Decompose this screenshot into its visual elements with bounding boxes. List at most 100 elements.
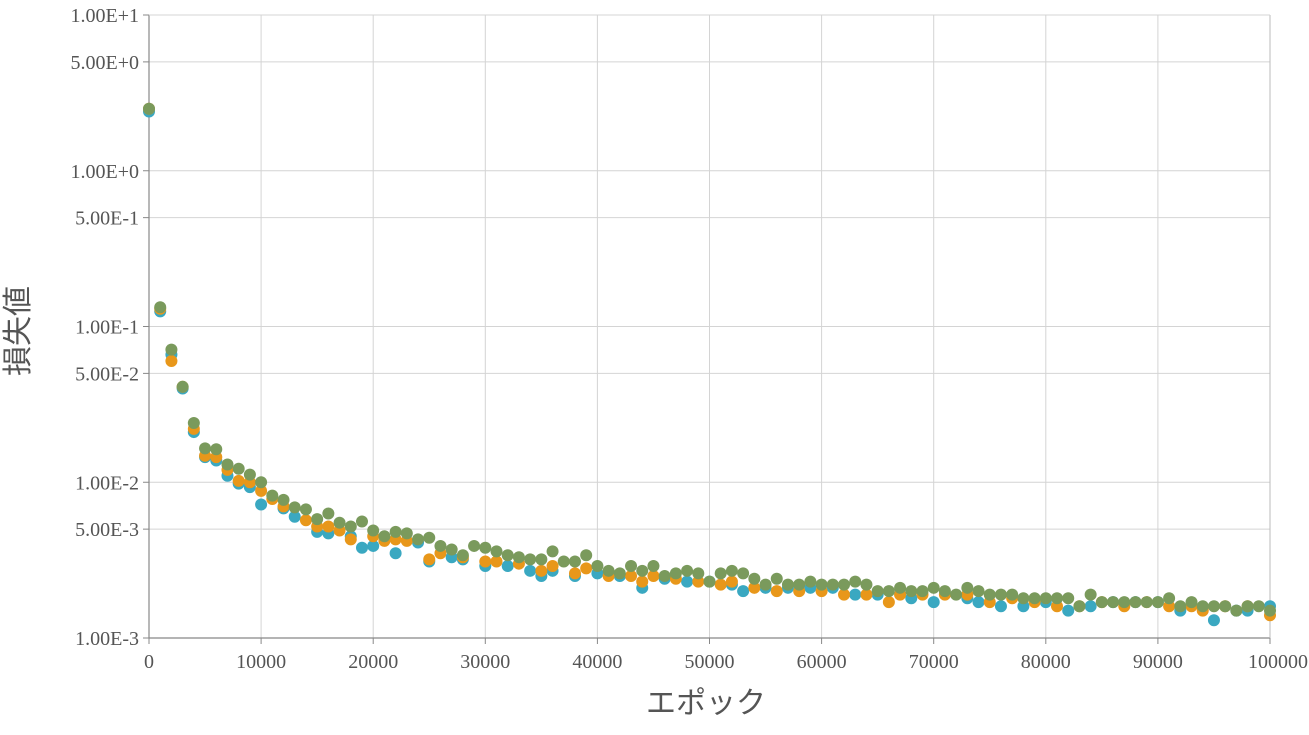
data-point — [882, 585, 895, 598]
data-point — [602, 564, 615, 577]
data-point — [456, 549, 469, 562]
y-tick-label: 1.00E-3 — [75, 628, 139, 650]
data-point — [355, 515, 368, 528]
data-point — [535, 564, 548, 577]
data-point — [1073, 600, 1086, 613]
data-point — [221, 458, 234, 471]
data-point — [199, 442, 212, 455]
data-point — [434, 539, 447, 552]
data-point — [501, 559, 514, 572]
data-point — [983, 588, 996, 601]
data-point — [647, 559, 660, 572]
data-point — [748, 572, 761, 585]
data-point — [692, 567, 705, 580]
data-point — [950, 588, 963, 601]
data-point — [1028, 592, 1041, 605]
data-point — [804, 575, 817, 588]
data-point — [882, 596, 895, 609]
x-tick-label: 40000 — [572, 651, 622, 673]
data-point — [1219, 600, 1232, 613]
data-point — [535, 553, 548, 566]
data-point — [905, 585, 918, 598]
data-point — [714, 567, 727, 580]
x-tick-label: 90000 — [1133, 651, 1183, 673]
data-point — [972, 585, 985, 598]
y-tick-label: 1.00E+0 — [71, 161, 140, 183]
data-point — [1039, 592, 1052, 605]
data-point — [143, 102, 155, 115]
data-point — [490, 545, 503, 558]
data-point — [1017, 592, 1030, 605]
data-point — [860, 578, 873, 591]
data-point — [389, 525, 402, 538]
data-point — [165, 355, 178, 368]
data-point — [479, 541, 492, 554]
data-point — [994, 600, 1007, 613]
data-point — [871, 585, 884, 598]
data-point — [412, 533, 425, 546]
data-point — [266, 489, 279, 502]
data-point — [725, 575, 738, 588]
data-point — [367, 539, 380, 552]
series-3 — [143, 102, 1276, 617]
data-point — [546, 559, 559, 572]
data-point — [860, 588, 873, 601]
data-point — [232, 462, 245, 475]
data-point — [681, 564, 694, 577]
x-tick-label: 80000 — [1021, 651, 1071, 673]
data-point — [389, 547, 402, 560]
x-tick-label: 20000 — [348, 651, 398, 673]
data-point — [591, 559, 604, 572]
data-point — [501, 549, 514, 562]
data-point — [838, 588, 851, 601]
data-point — [333, 516, 346, 529]
data-point — [524, 553, 537, 566]
data-point — [1129, 596, 1142, 609]
data-point — [154, 301, 167, 314]
data-point — [894, 581, 907, 594]
data-point — [311, 513, 324, 526]
data-point — [176, 380, 189, 393]
data-point — [1006, 588, 1019, 601]
data-point — [759, 578, 772, 591]
x-tick-labels: 0 10000 20000 30000 40000 50000 60000 70000 8000… — [144, 651, 1308, 673]
data-point — [1196, 600, 1209, 613]
data-point — [1051, 592, 1064, 605]
data-point — [793, 578, 806, 591]
data-point — [669, 567, 682, 580]
data-point — [299, 514, 312, 527]
data-point — [1163, 592, 1176, 605]
data-point — [288, 510, 301, 523]
data-point — [1185, 596, 1198, 609]
data-point — [322, 520, 335, 533]
data-point — [1252, 600, 1265, 613]
data-point — [938, 585, 951, 598]
data-point — [636, 564, 649, 577]
y-tick-label: 1.00E-2 — [75, 472, 139, 494]
x-tick-label: 60000 — [797, 651, 847, 673]
data-point — [512, 551, 525, 564]
data-point — [344, 520, 357, 533]
data-point — [770, 585, 783, 598]
data-point — [468, 539, 481, 552]
data-point — [400, 527, 413, 540]
data-point — [1241, 600, 1254, 613]
data-point — [916, 585, 929, 598]
data-point — [445, 543, 458, 556]
data-point — [243, 468, 256, 481]
data-point — [636, 575, 649, 588]
data-point — [423, 531, 436, 544]
data-point — [210, 443, 223, 456]
data-point — [748, 581, 761, 594]
data-point — [770, 572, 783, 585]
data-point — [546, 545, 559, 558]
data-point — [625, 559, 638, 572]
data-point — [972, 596, 985, 609]
data-point — [961, 581, 974, 594]
x-axis-label: エポック — [646, 686, 766, 721]
y-tick-labels: 1.00E+1 5.00E+0 1.00E+0 5.00E-1 1.00E-1 5.00E… — [71, 5, 140, 650]
x-tick-label: 10000 — [236, 651, 286, 673]
data-point — [1207, 600, 1220, 613]
data-point — [625, 570, 638, 583]
data-point — [1084, 588, 1097, 601]
